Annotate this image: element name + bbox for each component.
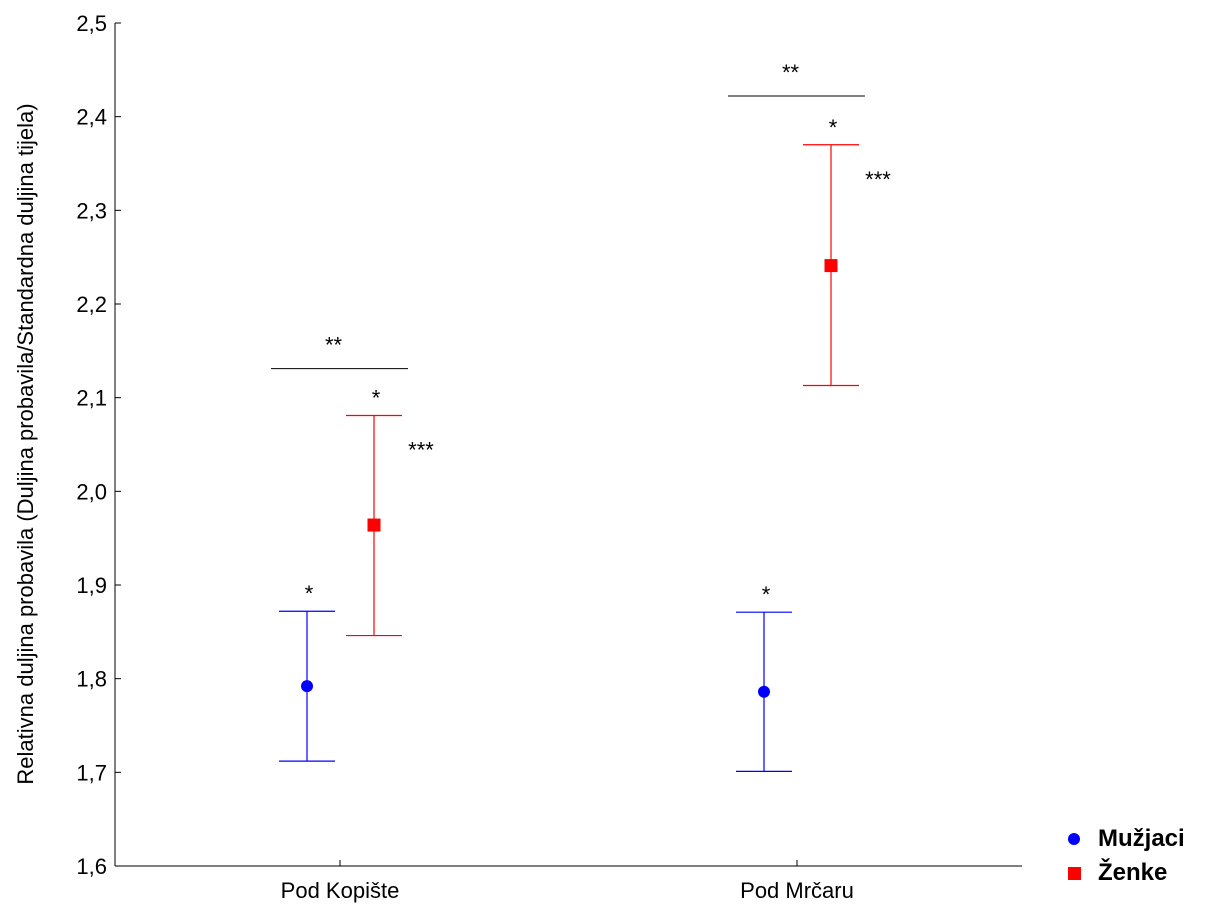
legend-label: Mužjaci xyxy=(1098,825,1185,852)
legend: Mužjaci Ženke xyxy=(1060,822,1185,890)
y-axis-label: Relativna duljina probavila (Duljina pro… xyxy=(13,103,38,784)
data-point xyxy=(758,685,770,698)
red-square-marker-icon xyxy=(1060,866,1088,880)
axes xyxy=(114,23,1022,867)
x-tick-label: Pod Mrčaru xyxy=(740,878,854,903)
significance-label: * xyxy=(305,581,314,606)
y-tick-label: 2,5 xyxy=(76,11,107,36)
y-tick-label: 1,6 xyxy=(76,854,107,879)
data-point xyxy=(301,680,313,693)
data-point xyxy=(824,259,838,273)
significance-label: * xyxy=(829,115,838,140)
group-significance-label: ** xyxy=(782,60,800,85)
legend-item-males: Mužjaci xyxy=(1060,822,1185,856)
group-significance-label: ** xyxy=(325,333,343,358)
x-tick-label: Pod Kopište xyxy=(281,878,400,903)
y-tick-label: 2,4 xyxy=(76,105,107,130)
legend-label: Ženke xyxy=(1098,859,1168,886)
y-tick-label: 2,0 xyxy=(76,479,107,504)
data-point xyxy=(367,518,381,532)
significance-label: * xyxy=(372,385,381,410)
significance-label: *** xyxy=(408,437,434,462)
significance-label: *** xyxy=(865,167,891,192)
y-ticks: 1,6 1,7 1,8 1,9 2,0 2,1 2,2 2,3 2,4 2,5 xyxy=(76,11,121,879)
y-tick-label: 2,3 xyxy=(76,198,107,223)
y-tick-label: 1,8 xyxy=(76,667,107,692)
marks: * ************* xyxy=(271,60,891,772)
y-tick-label: 2,1 xyxy=(76,386,107,411)
y-tick-label: 2,2 xyxy=(76,292,107,317)
x-ticks: Pod Kopište Pod Mrčaru xyxy=(281,860,854,903)
significance-label: * xyxy=(762,582,771,607)
y-tick-label: 1,9 xyxy=(76,573,107,598)
blue-circle-marker-icon xyxy=(1060,833,1088,845)
y-tick-label: 1,7 xyxy=(76,760,107,785)
legend-item-females: Ženke xyxy=(1060,856,1185,890)
